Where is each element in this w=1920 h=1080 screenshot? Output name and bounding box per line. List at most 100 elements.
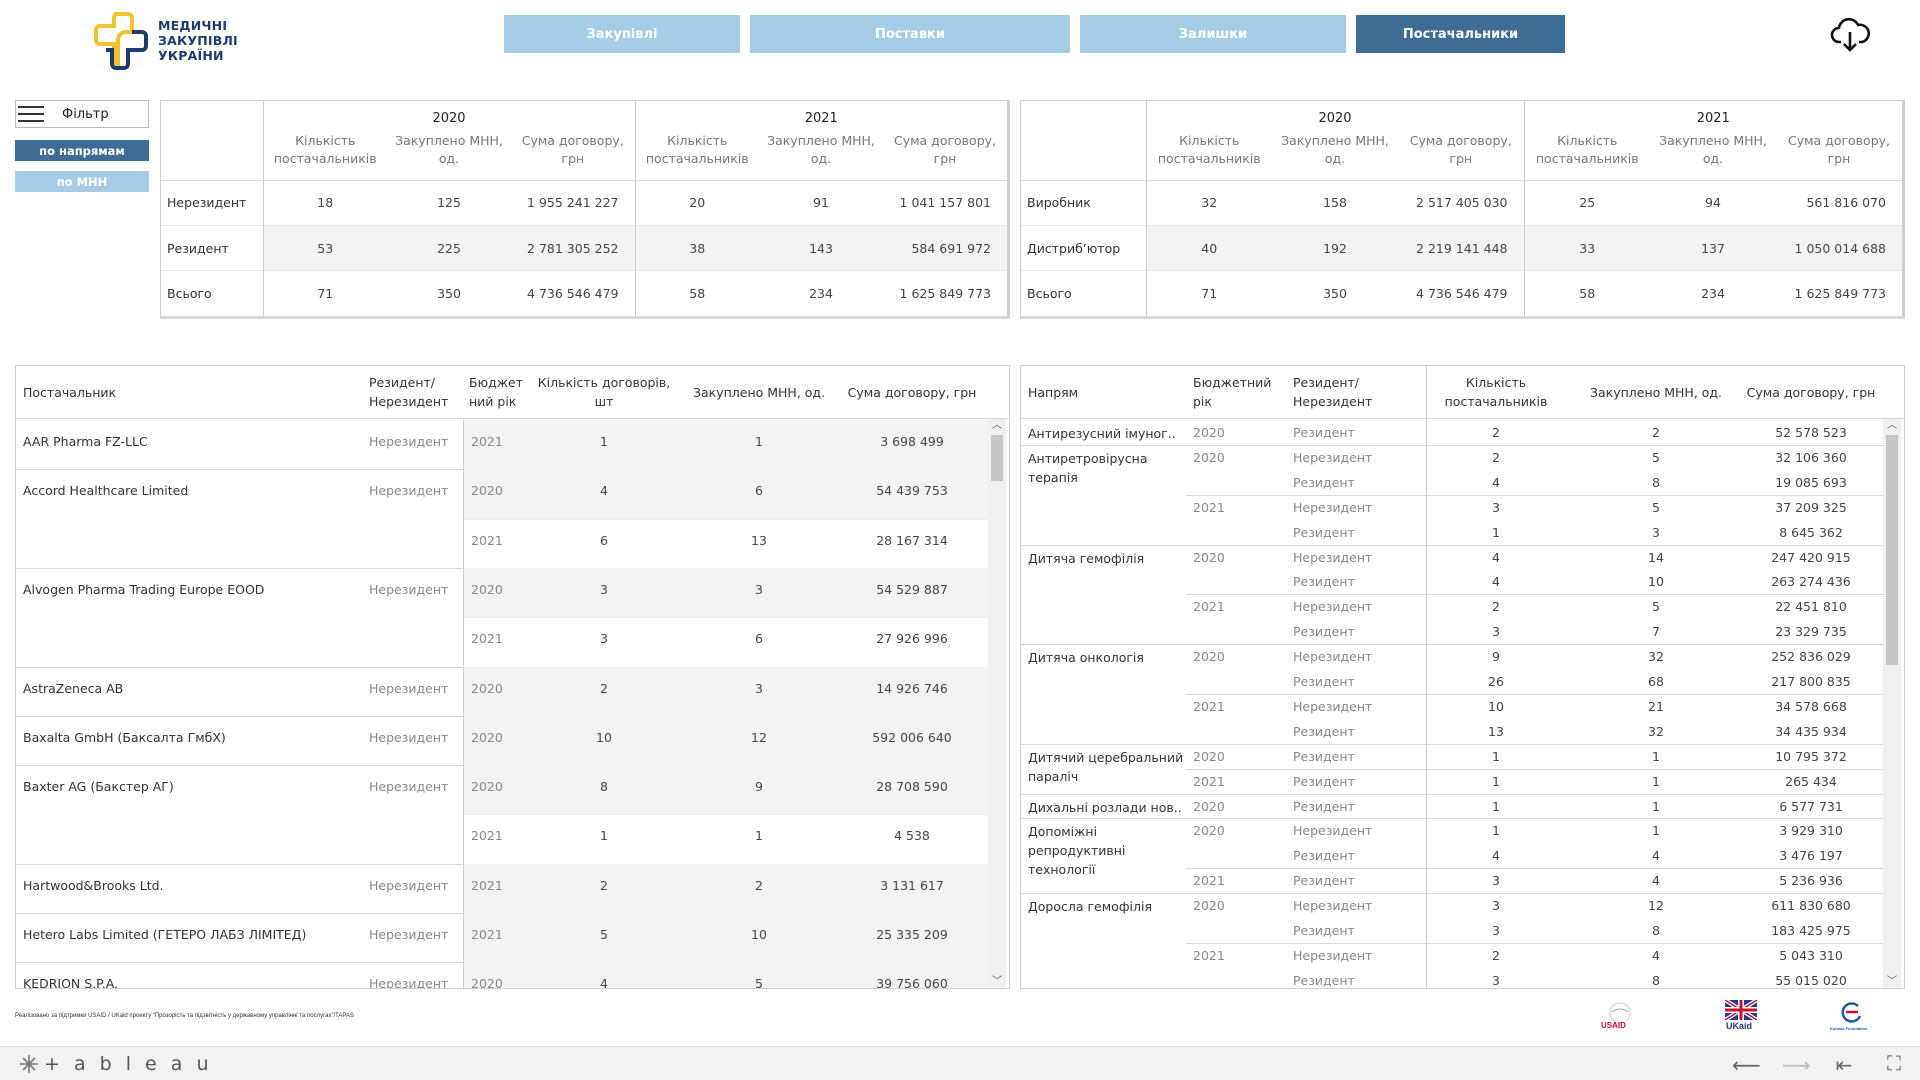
suppliers-count: 2 [1492,449,1500,465]
col-header: Сума договору, грн [1776,130,1902,181]
inn-count: 8 [1652,923,1660,938]
scroll-down-icon[interactable]: ﹀ [1887,976,1897,987]
nav-tab-suppliers[interactable]: Постачальники [1356,15,1565,53]
supplier-name[interactable]: Hetero Labs Limited (ГЕТЕРО ЛАБЗ ЛІМІТЕД… [23,927,307,942]
budget-year: 2020 [1193,449,1225,465]
supplier-name[interactable]: Baxter AG (Бакстер АГ) [23,779,174,795]
inn-count: 5 [1652,499,1660,515]
direction-name[interactable]: Дитяча онкологія [1028,650,1144,666]
row-divider [1021,793,1883,795]
filter-button[interactable]: Фільтр [15,100,149,128]
scrollbar[interactable]: ︿ ﹀ [988,419,1006,988]
revert-icon[interactable]: ⇤ [1835,1055,1853,1077]
medical-cross-logo-icon [94,12,148,70]
direction-name[interactable]: Дитячий церебральний параліч [1028,749,1184,784]
undo-icon[interactable]: ⟵ [1732,1055,1761,1077]
contract-sum: 22 451 810 [1775,599,1847,615]
suppliers-count: 2 [1492,599,1500,615]
resident-status: Резидент [1293,723,1355,739]
header-supplier: Постачальник [23,385,117,400]
by-inn-button[interactable]: по МНН [15,171,149,192]
nav-tab-stock[interactable]: Залишки [1080,15,1346,53]
suppliers-count: 13 [1488,723,1504,739]
value-cell: 2 219 141 448 [1398,225,1524,271]
table-row[interactable]: Дистриб’ютор 40 192 2 219 141 448 33 137… [1021,225,1902,271]
contract-sum: 28 708 590 [876,779,948,795]
table-row[interactable]: Резидент 53 225 2 781 305 252 38 143 584… [161,225,1007,271]
inn-count: 32 [1648,649,1664,665]
suppliers-count: 4 [1492,848,1500,864]
year-header: 2021 [634,101,1007,131]
ukaid-logo: UKaid [1723,1000,1759,1034]
resident-status: Нерезидент [1293,823,1373,839]
col-header: Сума договору, грн [883,130,1007,181]
contract-sum: 592 006 640 [872,729,952,745]
contracts-count: 2 [600,877,608,893]
value-cell: 225 [387,225,511,271]
redo-icon[interactable]: ⟶ [1782,1055,1811,1077]
direction-name[interactable]: Дитяча гемофілія [1028,550,1145,566]
contract-sum: 23 329 735 [1775,624,1847,640]
supplier-name[interactable]: Alvogen Pharma Trading Europe EOOD [23,581,265,597]
supplier-name[interactable]: AstraZeneca AB [23,680,124,696]
suppliers-count: 4 [1492,549,1500,565]
scroll-down-icon[interactable]: ﹀ [992,976,1002,987]
scroll-up-icon[interactable]: ︿ [992,420,1002,431]
budget-year: 2020 [1193,649,1225,665]
resident-status: Резидент [1293,674,1355,689]
contract-sum: 611 830 680 [1771,898,1851,914]
contract-sum: 183 425 975 [1771,923,1851,938]
suppliers-count: 9 [1492,649,1500,665]
cloud-download-icon[interactable] [1830,16,1870,52]
scroll-up-icon[interactable]: ︿ [1887,420,1897,431]
table-header: Напрям Бюджетний рік Резидент/ Нерезиден… [1021,366,1904,419]
by-direction-button[interactable]: по напрямам [15,140,149,161]
resident-status: Резидент [1293,873,1355,889]
resident-status: Нерезидент [369,877,449,893]
contract-sum: 37 209 325 [1775,499,1847,515]
scroll-thumb[interactable] [1886,435,1898,665]
supplier-name[interactable]: Hartwood&Brooks Ltd. [23,877,164,893]
resident-status: Нерезидент [369,434,449,449]
eurasia-foundation-logo: Eurasia Foundation [1830,1000,1876,1034]
row-divider [1021,893,1883,895]
supplier-name[interactable]: Baxalta GmbH (Баксалта ГмбХ) [23,729,226,745]
row-label: Резидент [161,225,263,271]
direction-name[interactable]: Антиретровірусна терапія [1028,450,1148,485]
direction-name[interactable]: Допоміжні репродуктивні технології [1028,824,1126,878]
contract-sum: 52 578 523 [1775,425,1847,440]
direction-name[interactable]: Антирезусний імуног.. [1028,426,1176,441]
nav-tab-purchases[interactable]: Закупівлі [504,15,740,53]
value-cell: 137 [1650,225,1776,271]
value-cell: 40 [1145,225,1272,271]
supplier-name[interactable]: KEDRION S.P.A. [23,976,119,989]
inn-count: 3 [755,581,763,597]
resident-status: Нерезидент [369,927,449,942]
table-row[interactable]: Виробник 32 158 2 517 405 030 25 94 561 … [1021,179,1902,226]
table-row[interactable]: Нерезидент 18 125 1 955 241 227 20 91 1 … [161,179,1007,226]
row-divider [1186,594,1883,596]
usaid-seal-icon [1609,1002,1631,1024]
inn-count: 3 [1652,524,1660,540]
budget-year: 2020 [1193,898,1225,914]
fullscreen-icon[interactable]: ⛶ [1887,1053,1901,1075]
nav-tab-deliveries[interactable]: Поставки [750,15,1070,53]
inn-count: 6 [755,483,763,499]
table-row[interactable]: Всього 71 350 4 736 546 479 58 234 1 625… [161,270,1007,316]
scroll-thumb[interactable] [991,435,1003,481]
supplier-name[interactable]: AAR Pharma FZ-LLC [23,434,148,449]
inn-count: 8 [1652,972,1660,988]
header-resident: Резидент/ Нерезидент [369,375,449,409]
col-header: Закуплено МНН, од. [387,130,511,181]
direction-name[interactable]: Дихальні розлади нов.. [1028,799,1182,815]
table-row[interactable]: Всього 71 350 4 736 546 479 58 234 1 625… [1021,270,1902,316]
contract-sum: 3 929 310 [1779,823,1843,839]
suppliers-count: 26 [1488,674,1504,689]
value-cell: 25 [1523,179,1650,226]
direction-name[interactable]: Доросла гемофілія [1028,899,1152,915]
tableau-logo[interactable]: + a b l e a u [18,1053,213,1075]
row-divider [463,518,988,520]
supplier-name[interactable]: Accord Healthcare Limited [23,483,189,499]
scrollbar[interactable]: ︿ ﹀ [1883,419,1901,988]
value-cell: 91 [759,179,883,226]
